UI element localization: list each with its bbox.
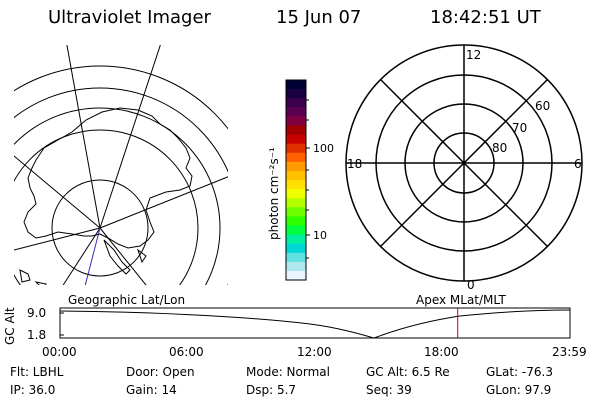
apex-caption: Apex MLat/MLT bbox=[416, 293, 506, 307]
mlt-label-6: 6 bbox=[574, 157, 582, 171]
colorbar-band bbox=[286, 89, 306, 99]
colorbar-band bbox=[286, 143, 306, 154]
glat-status: GLat: -76.3 bbox=[486, 365, 553, 379]
mlt-label-18: 18 bbox=[347, 157, 362, 171]
timeline-axis-label: GC Alt bbox=[3, 307, 17, 345]
colorbar-band bbox=[286, 225, 306, 236]
colorbar-tick-100: 100 bbox=[313, 142, 334, 155]
island-outline bbox=[34, 281, 47, 285]
gc-alt-status: GC Alt: 6.5 Re bbox=[366, 365, 450, 379]
timeline-ytick-label-top: 9.0 bbox=[27, 306, 47, 320]
colorbar-unit-label: photon cm⁻²s⁻¹ bbox=[267, 147, 281, 240]
door-status: Door: Open bbox=[126, 365, 195, 379]
geographic-caption: Geographic Lat/Lon bbox=[68, 293, 186, 307]
timeline-xtick-0600: 06:00 bbox=[169, 345, 204, 359]
mlt-label-12: 12 bbox=[466, 48, 481, 62]
geographic-map bbox=[14, 45, 228, 285]
timeline-xtick-0000: 00:00 bbox=[42, 345, 77, 359]
seq-status: Seq: 39 bbox=[366, 383, 412, 397]
colorbar-band bbox=[286, 107, 306, 117]
satellite-track bbox=[84, 227, 101, 285]
dsp-status: Dsp: 5.7 bbox=[246, 383, 297, 397]
colorbar-band bbox=[286, 98, 306, 108]
colorbar-band bbox=[286, 170, 306, 181]
colorbar-band bbox=[286, 161, 306, 172]
colorbar-band bbox=[286, 234, 306, 245]
colorbar-band bbox=[286, 252, 306, 263]
colorbar-frame bbox=[285, 79, 307, 281]
colorbar-band bbox=[286, 216, 306, 227]
mlat-label-70: 70 bbox=[512, 121, 527, 135]
timeline-xtick-1200: 12:00 bbox=[297, 345, 332, 359]
colorbar-band bbox=[286, 189, 306, 199]
instrument-title: Ultraviolet Imager bbox=[48, 7, 211, 28]
filter-status: Flt: LBHL bbox=[10, 365, 64, 379]
mlat-label-60: 60 bbox=[535, 99, 550, 113]
continent-outline bbox=[23, 107, 193, 249]
colorbar-band bbox=[286, 152, 306, 163]
island-outline bbox=[137, 248, 147, 264]
altitude-curve bbox=[59, 309, 571, 339]
colorbar bbox=[286, 80, 306, 281]
island-outline bbox=[19, 269, 31, 283]
mlt-label-0: 0 bbox=[467, 278, 475, 292]
colorbar-band bbox=[286, 261, 306, 272]
colorbar-band bbox=[286, 125, 306, 136]
colorbar-band bbox=[286, 116, 306, 127]
mlt-line-diag-2 bbox=[379, 78, 549, 248]
colorbar-band bbox=[286, 243, 306, 254]
colorbar-band bbox=[286, 80, 306, 90]
peninsula-outline bbox=[103, 239, 131, 275]
timeline-xtick-1800: 18:00 bbox=[424, 345, 459, 359]
mode-status: Mode: Normal bbox=[246, 365, 330, 379]
colorbar-band bbox=[286, 198, 306, 208]
timeline-ytick-label-bottom: 1.8 bbox=[27, 328, 47, 342]
altitude-timeline bbox=[59, 307, 571, 339]
gain-status: Gain: 14 bbox=[126, 383, 177, 397]
timeline-xtick-2359: 23:59 bbox=[552, 345, 587, 359]
meridian-lines bbox=[14, 45, 228, 285]
glon-status: GLon: 97.9 bbox=[486, 383, 552, 397]
observation-date: 15 Jun 07 bbox=[276, 7, 362, 28]
timeline-frame bbox=[59, 307, 571, 339]
observation-time: 18:42:51 UT bbox=[430, 7, 541, 28]
colorbar-tick-10: 10 bbox=[313, 229, 327, 242]
polar-grid bbox=[345, 44, 583, 282]
colorbar-band bbox=[286, 134, 306, 145]
colorbar-band bbox=[286, 180, 306, 190]
colorbar-band bbox=[286, 270, 306, 281]
colorbar-band bbox=[286, 207, 306, 217]
ip-status: IP: 36.0 bbox=[10, 383, 56, 397]
colorbar-ticks bbox=[306, 99, 310, 259]
mlat-label-80: 80 bbox=[492, 141, 507, 155]
latitude-circles bbox=[14, 65, 228, 285]
